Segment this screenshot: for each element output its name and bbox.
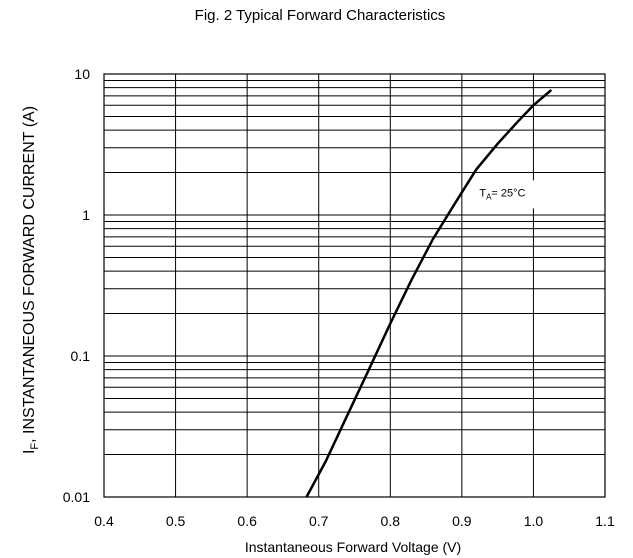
temperature-annotation: TA= 25°C	[473, 180, 546, 209]
series-group	[305, 89, 553, 498]
x-tick-label: 0.7	[309, 513, 329, 529]
annotation-rest: = 25°C	[491, 187, 525, 199]
x-tick-label: 0.4	[94, 513, 114, 529]
y-tick-label: 1	[82, 207, 90, 223]
annotation-main: T	[479, 187, 486, 199]
x-tick-label: 0.9	[452, 513, 472, 529]
annotation-text: TA= 25°C	[479, 187, 525, 201]
forward-current-curve	[305, 89, 553, 498]
y-axis-label-rest: , INSTANTANEOUS FORWARD CURRENT (A)	[21, 106, 38, 443]
x-axis-label: Instantaneous Forward Voltage (V)	[245, 539, 461, 555]
y-tick-label: 0.1	[71, 348, 91, 364]
y-tick-label: 10	[74, 66, 90, 82]
tick-labels: 0.4 0.5 0.6 0.7 0.8 0.9 1.0 1.1 0.01 0.1 1 10	[63, 66, 615, 529]
y-tick-label: 0.01	[63, 489, 90, 505]
x-tick-label: 1.0	[524, 513, 544, 529]
x-tick-label: 1.1	[595, 513, 615, 529]
x-tick-label: 0.6	[237, 513, 257, 529]
x-tick-label: 0.5	[166, 513, 186, 529]
y-axis-label: IF, INSTANTANEOUS FORWARD CURRENT (A)	[21, 106, 41, 454]
plot-frame	[103, 73, 606, 498]
x-tick-label: 0.8	[381, 513, 401, 529]
chart-title: Fig. 2 Typical Forward Characteristics	[195, 7, 446, 24]
annotation-background	[473, 180, 546, 209]
y-axis-label-prefix: I	[21, 450, 38, 454]
annotation-subscript: A	[486, 192, 492, 201]
grid	[103, 73, 606, 498]
y-axis-label-subscript: F	[29, 443, 41, 450]
